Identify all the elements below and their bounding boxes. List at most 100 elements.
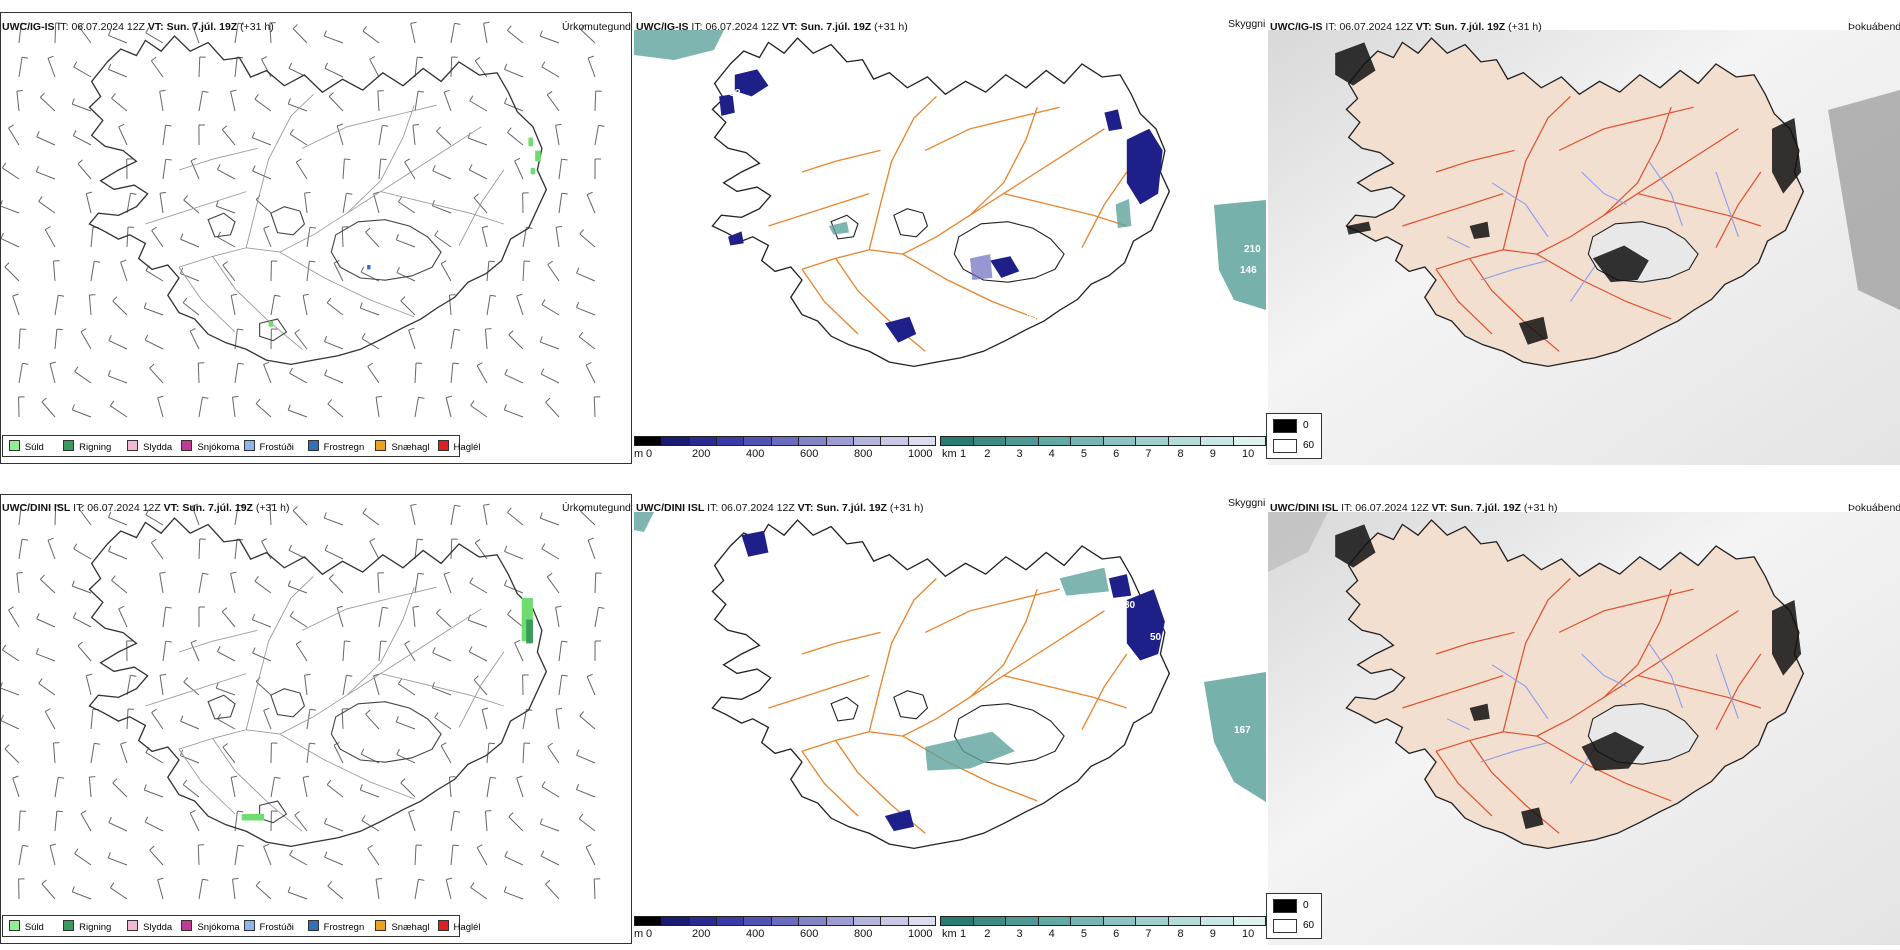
wind-barb xyxy=(324,67,344,78)
wind-barb-flag xyxy=(12,775,19,779)
wind-barb xyxy=(2,649,20,662)
legend-label: Haglél xyxy=(453,442,481,453)
wind-barb xyxy=(162,125,167,146)
wind-barb-flag xyxy=(561,158,568,161)
wind-barb xyxy=(145,32,164,44)
wind-barb-flag xyxy=(508,330,514,336)
cloud-label: 122 xyxy=(1044,780,1061,791)
wind-barb-flag xyxy=(454,328,461,331)
wind-barb xyxy=(38,201,56,214)
legend-item-haglél: Haglél xyxy=(437,920,480,933)
legend-label: Slydda xyxy=(143,442,173,453)
wind-barb-flag xyxy=(108,545,112,552)
wind-barb xyxy=(150,542,164,560)
wind-barb xyxy=(367,366,380,384)
vt-value: Sun. 7.júl. 19Z xyxy=(816,502,887,514)
fog-legend-top: 0 60 xyxy=(1266,413,1322,459)
wind-barb xyxy=(555,607,560,628)
wind-barb-flag xyxy=(292,24,298,29)
wind-barb xyxy=(52,261,56,282)
wind-barb-flag xyxy=(470,882,475,888)
wind-barb xyxy=(369,541,380,560)
wind-barb xyxy=(52,743,56,764)
legend-swatch xyxy=(437,440,449,451)
wind-barb-flag xyxy=(73,61,78,68)
wind-barb-flag xyxy=(215,682,219,689)
cloudbase-unit: m xyxy=(634,448,644,460)
colorbar-cell xyxy=(853,917,882,925)
wind-barb-flag xyxy=(488,742,495,745)
wind-barb xyxy=(74,853,92,866)
wind-barb xyxy=(144,821,164,832)
fog-header-top: UWC/IG-IS IT: 06.07.2024 12Z VT: Sun. 7.… xyxy=(1270,21,1542,33)
wind-barb-flag xyxy=(254,576,259,582)
wind-barb xyxy=(180,273,200,282)
wind-barb xyxy=(445,397,452,418)
precip-map-top xyxy=(1,21,605,418)
wind-barb-flag xyxy=(71,580,75,587)
wind-barb xyxy=(408,329,416,350)
wind-barb-flag xyxy=(35,648,39,655)
wind-barb-flag xyxy=(598,606,605,609)
wind-barb xyxy=(414,363,417,384)
wind-barb xyxy=(40,578,56,594)
wind-barb-flag xyxy=(575,783,580,790)
wind-barb-flag xyxy=(145,509,150,516)
fog-panel-top xyxy=(1268,30,1900,465)
wind-barb-flag xyxy=(555,123,562,126)
wind-barb xyxy=(400,300,416,316)
legend-item-frostúði: Frostúði xyxy=(243,440,294,453)
colorbar-tick: 3 xyxy=(1016,928,1023,940)
wind-barb xyxy=(180,238,200,248)
wind-barb-flag xyxy=(587,537,594,541)
wind-barb-flag xyxy=(434,712,439,718)
wind-barb-flag xyxy=(545,397,551,403)
wind-barb xyxy=(375,397,380,418)
wind-barb xyxy=(483,505,488,526)
wind-barb xyxy=(41,401,56,418)
wind-barb xyxy=(77,645,92,662)
wind-barb-flag xyxy=(556,707,563,710)
legend-label: Snæhagl xyxy=(391,922,430,933)
wind-barb-flag xyxy=(287,98,291,105)
wind-barb xyxy=(189,330,200,350)
colorbar-tick: 9 xyxy=(1209,928,1216,940)
wind-barb-flag xyxy=(288,544,293,551)
colorbar-cell xyxy=(826,917,854,925)
colorbar-cell xyxy=(1038,917,1071,925)
wind-barb-flag xyxy=(287,404,291,411)
wind-barb xyxy=(80,813,92,832)
colorbar-tick: 400 xyxy=(746,448,765,460)
fog-panel-bottom xyxy=(1268,512,1900,945)
colorbar-cell xyxy=(662,917,690,925)
wind-barb xyxy=(144,339,164,350)
colorbar-tick: 800 xyxy=(854,448,873,460)
wind-barb-flag xyxy=(180,715,184,722)
wind-barb xyxy=(54,329,58,350)
wind-barb-flag xyxy=(215,200,219,207)
wind-barb xyxy=(230,91,236,112)
wind-barb xyxy=(18,505,22,526)
wind-barb-flag xyxy=(323,335,328,342)
lead-time: (+31 h) xyxy=(889,502,924,514)
wind-barb xyxy=(342,641,345,662)
colorbar-tick: 600 xyxy=(800,928,819,940)
wind-barb-flag xyxy=(108,334,112,341)
wind-barb-flag xyxy=(78,22,85,28)
wind-barb xyxy=(1,687,20,696)
wind-barb-flag xyxy=(376,395,383,398)
wind-barb-flag xyxy=(443,571,450,575)
wind-barb-flag xyxy=(144,334,149,341)
wind-barb xyxy=(288,585,308,594)
cloud-header-bottom: UWC/DINI ISL IT: 06.07.2024 12Z VT: Sun.… xyxy=(636,502,923,514)
fog-map-bottom xyxy=(1268,512,1900,945)
wind-barb-flag xyxy=(337,123,344,127)
wind-barb-flag xyxy=(149,363,155,369)
wind-barb-flag xyxy=(58,776,65,779)
wind-barb xyxy=(269,23,272,44)
wind-barb xyxy=(469,169,488,180)
wind-barb xyxy=(373,675,380,696)
wind-barb-flag xyxy=(503,886,507,893)
wind-barb-flag xyxy=(1,682,3,688)
colorbar-cell xyxy=(973,917,1006,925)
